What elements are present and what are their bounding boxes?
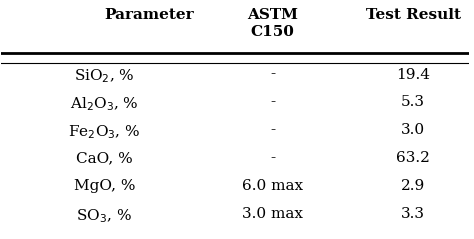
Text: 6.0 max: 6.0 max	[242, 179, 303, 193]
Text: -: -	[270, 151, 275, 165]
Text: 3.0 max: 3.0 max	[242, 207, 303, 221]
Text: -: -	[270, 123, 275, 137]
Text: -: -	[270, 95, 275, 109]
Text: Fe$_2$O$_3$, %: Fe$_2$O$_3$, %	[68, 123, 140, 141]
Text: Parameter: Parameter	[104, 8, 194, 22]
Text: 3.0: 3.0	[401, 123, 425, 137]
Text: Al$_2$O$_3$, %: Al$_2$O$_3$, %	[70, 95, 139, 113]
Text: MgO, %: MgO, %	[73, 179, 135, 193]
Text: SO$_3$, %: SO$_3$, %	[76, 207, 132, 225]
Text: 3.3: 3.3	[401, 207, 425, 221]
Text: ASTM
C150: ASTM C150	[247, 8, 298, 39]
Text: 2.9: 2.9	[401, 179, 425, 193]
Text: CaO, %: CaO, %	[76, 151, 133, 165]
Text: Test Result: Test Result	[365, 8, 461, 22]
Text: SiO$_2$, %: SiO$_2$, %	[74, 68, 135, 85]
Text: 19.4: 19.4	[396, 68, 430, 81]
Text: -: -	[270, 68, 275, 81]
Text: 5.3: 5.3	[401, 95, 425, 109]
Text: 63.2: 63.2	[396, 151, 430, 165]
